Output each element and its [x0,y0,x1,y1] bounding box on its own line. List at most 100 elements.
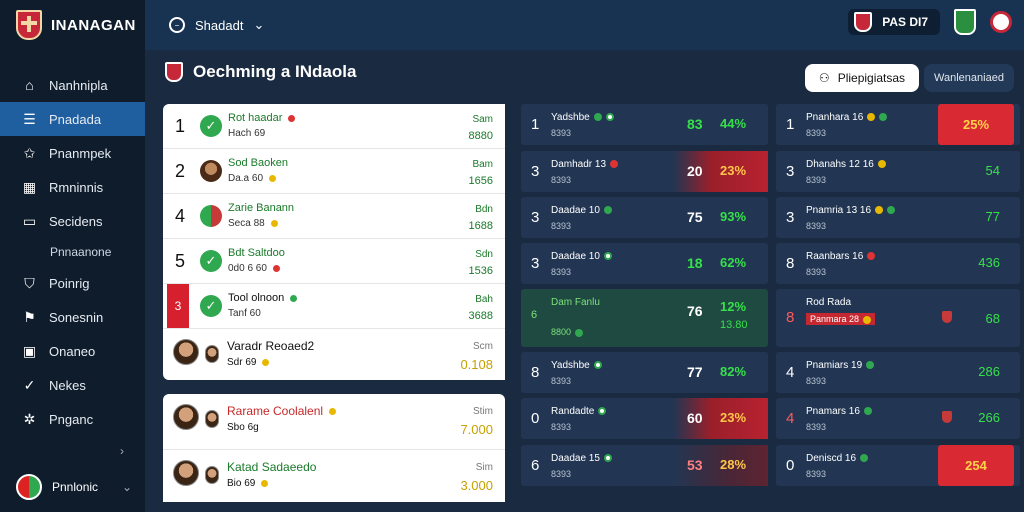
card-score: 60 [687,410,703,426]
sidebar-item-5[interactable]: Pnnaanone [0,238,145,266]
player-card[interactable]: Katad Sadaeedo Bio 69 Sim 3.000 [163,450,505,506]
card-percent: 44% [720,116,747,131]
stat-card[interactable]: 3 Pnamria 13 16 8393 77 [776,197,1020,238]
stat-value: 25% [962,117,990,132]
standings-table: 1 ✓ Rot haadar Hach 69 Sam 8880 2 Sod Ba… [163,104,505,380]
table-row[interactable]: 5 ✓ Bdt Saltdoo 0d0 6 60 Sdn 1536 [163,239,505,284]
row-stat-label: Sam [472,114,493,125]
primary-button[interactable]: ⚇ Pliepigiatsas [805,64,919,92]
star-icon: ✩ [23,144,36,161]
collapse-chevron-icon[interactable]: › [120,444,124,458]
sidebar-item-9[interactable]: ✓ Nekes [0,368,145,402]
row-rank: 4 [175,206,186,226]
opponent-shield-icon[interactable] [954,9,976,35]
card-name-text: Daadae 10 [551,205,600,216]
chevron-down-icon: ⌄ [122,480,133,494]
row-name: Tool olnoon [228,292,298,304]
fixture-card[interactable]: 3 Damhadr 13 8393 20 23% [521,151,768,192]
card-name-text: Dhanahs 12 16 [806,159,874,170]
team-icon [593,113,602,122]
card-name-text: Daadae 10 [551,251,600,262]
card-rank: 8 [531,364,540,381]
match-label: PAS DI7 [882,15,928,29]
sidebar-item-label: Sonesnin [49,309,104,325]
card-name: Varadr Reoaed2 [227,339,314,353]
table-row[interactable]: 3 ✓ Tool olnoon Tanf 60 Bah 3688 [163,284,505,329]
card-sub: Sdr 69 [227,357,270,368]
stat-card[interactable]: 8 Raanbars 16 8393 436 [776,243,1020,284]
card-score: 18 [687,255,703,271]
sidebar-item-8[interactable]: ▣ Onaneo [0,334,145,368]
match-pill[interactable]: PAS DI7 [848,9,940,35]
card-score: 53 [687,457,703,473]
sidebar-item-0[interactable]: ⌂ Nanhnipla [0,68,145,102]
table-row[interactable]: 2 Sod Baoken Da.a 60 Bam 1656 [163,149,505,194]
card-stat-label: Stim [473,406,493,417]
card-score: 20 [687,163,703,179]
sidebar-item-label: Onaneo [49,343,96,359]
ball-icon [598,407,607,416]
row-name-text: Tool olnoon [228,292,285,304]
card-rank: 3 [531,255,540,272]
stat-card[interactable]: 0 Deniscd 16 8393 254 [776,445,1020,486]
fixture-card-highlight[interactable]: 6 Dam Fanlu 8800 76 12% 13.80 [521,289,768,347]
card-name: Dhanahs 12 16 [806,159,886,170]
stat-card[interactable]: 1 Pnanhara 16 8393 25% [776,104,1020,145]
team-icon [867,252,876,261]
fixture-card[interactable]: 8 Yadshbe 8393 77 82% [521,352,768,393]
fixture-card[interactable]: 3 Daadae 10 8393 18 62% [521,243,768,284]
sidebar-item-2[interactable]: ✩ Pnanmpek [0,136,145,170]
sidebar-item-1[interactable]: ☰ Pnadada [0,102,145,136]
row-name: Zarie Banann [228,202,294,214]
home-icon: ⌂ [25,77,34,93]
player-card[interactable]: Rarame Coolalenl Sbo 6g Stim 7.000 [163,394,505,450]
card-rank: 8 [786,255,795,272]
sidebar-item-6[interactable]: ⛉ Poinrig [0,266,145,300]
season-selector[interactable]: − Shadadt ⌄ [169,17,264,33]
sidebar-item-7[interactable]: ⚑ Sonesnin [0,300,145,334]
card-name-text: Daadae 15 [551,453,600,464]
stat-value: 77 [985,209,1000,224]
hot-highlight [673,151,768,192]
stat-card[interactable]: 4 Pnamars 16 8393 266 [776,398,1020,439]
stat-card[interactable]: 4 Pnamiars 19 8393 286 [776,352,1020,393]
fixture-card[interactable]: 1 Yadshbe 8393 83 44% [521,104,768,145]
card-name-text: Yadshbe [551,360,590,371]
avatar [16,474,42,500]
card-score: 77 [687,364,703,380]
row-sub-text: Da.a 60 [228,173,264,184]
card-percent: 28% [720,457,747,472]
card-stat-label: Scm [473,341,493,352]
card-name-text: Pnamars 16 [806,406,860,417]
card-name-text: Pnamiars 19 [806,360,863,371]
row-stat-value: 3688 [468,310,493,322]
row-rank: 5 [175,251,186,271]
sidebar-item-4[interactable]: ▭ Secidens [0,204,145,238]
card-sub: Panmara 28 [806,313,876,325]
stat-card[interactable]: 3 Dhanahs 12 16 8393 54 [776,151,1020,192]
alert-stat-button[interactable]: 254 [938,445,1014,486]
ball-icon [603,252,612,261]
table-row[interactable]: 1 ✓ Rot haadar Hach 69 Sam 8880 [163,104,505,149]
player-card[interactable]: Varadr Reoaed2 Sdr 69 Scm 0.108 [163,329,505,385]
topbar: − Shadadt ⌄ PAS DI7 [145,0,1024,50]
alert-stat-button[interactable]: 25% [938,104,1014,145]
card-sub: 8800 [551,327,584,337]
sidebar-item-label: Pnnaanone [50,245,112,259]
card-rank: 1 [531,116,540,133]
fixture-card[interactable]: 0 Randadte 8393 60 23% [521,398,768,439]
card-percent: 93% [720,209,747,224]
sidebar-item-3[interactable]: ▦ Rmninnis [0,170,145,204]
table-row[interactable]: 4 Zarie Banann Seca 88 Bdn 1688 [163,194,505,239]
stat-card-highlight[interactable]: 8 Rod Rada Panmara 28 68 [776,289,1020,347]
fixture-card[interactable]: 3 Daadae 10 8393 75 93% [521,197,768,238]
profile-menu[interactable]: Pnnlonic ⌄ [16,474,132,500]
secondary-button[interactable]: Wanlenaniaed [924,64,1014,92]
list-icon: ☰ [23,110,36,127]
card-name: Daadae 15 [551,453,612,464]
club-crest-icon[interactable] [990,11,1012,33]
card-percent: 12% [720,299,747,314]
brand[interactable]: INANAGAN [0,0,145,50]
sidebar-item-10[interactable]: ✲ Pnganc [0,402,145,436]
fixture-card[interactable]: 6 Daadae 15 8393 53 28% [521,445,768,486]
